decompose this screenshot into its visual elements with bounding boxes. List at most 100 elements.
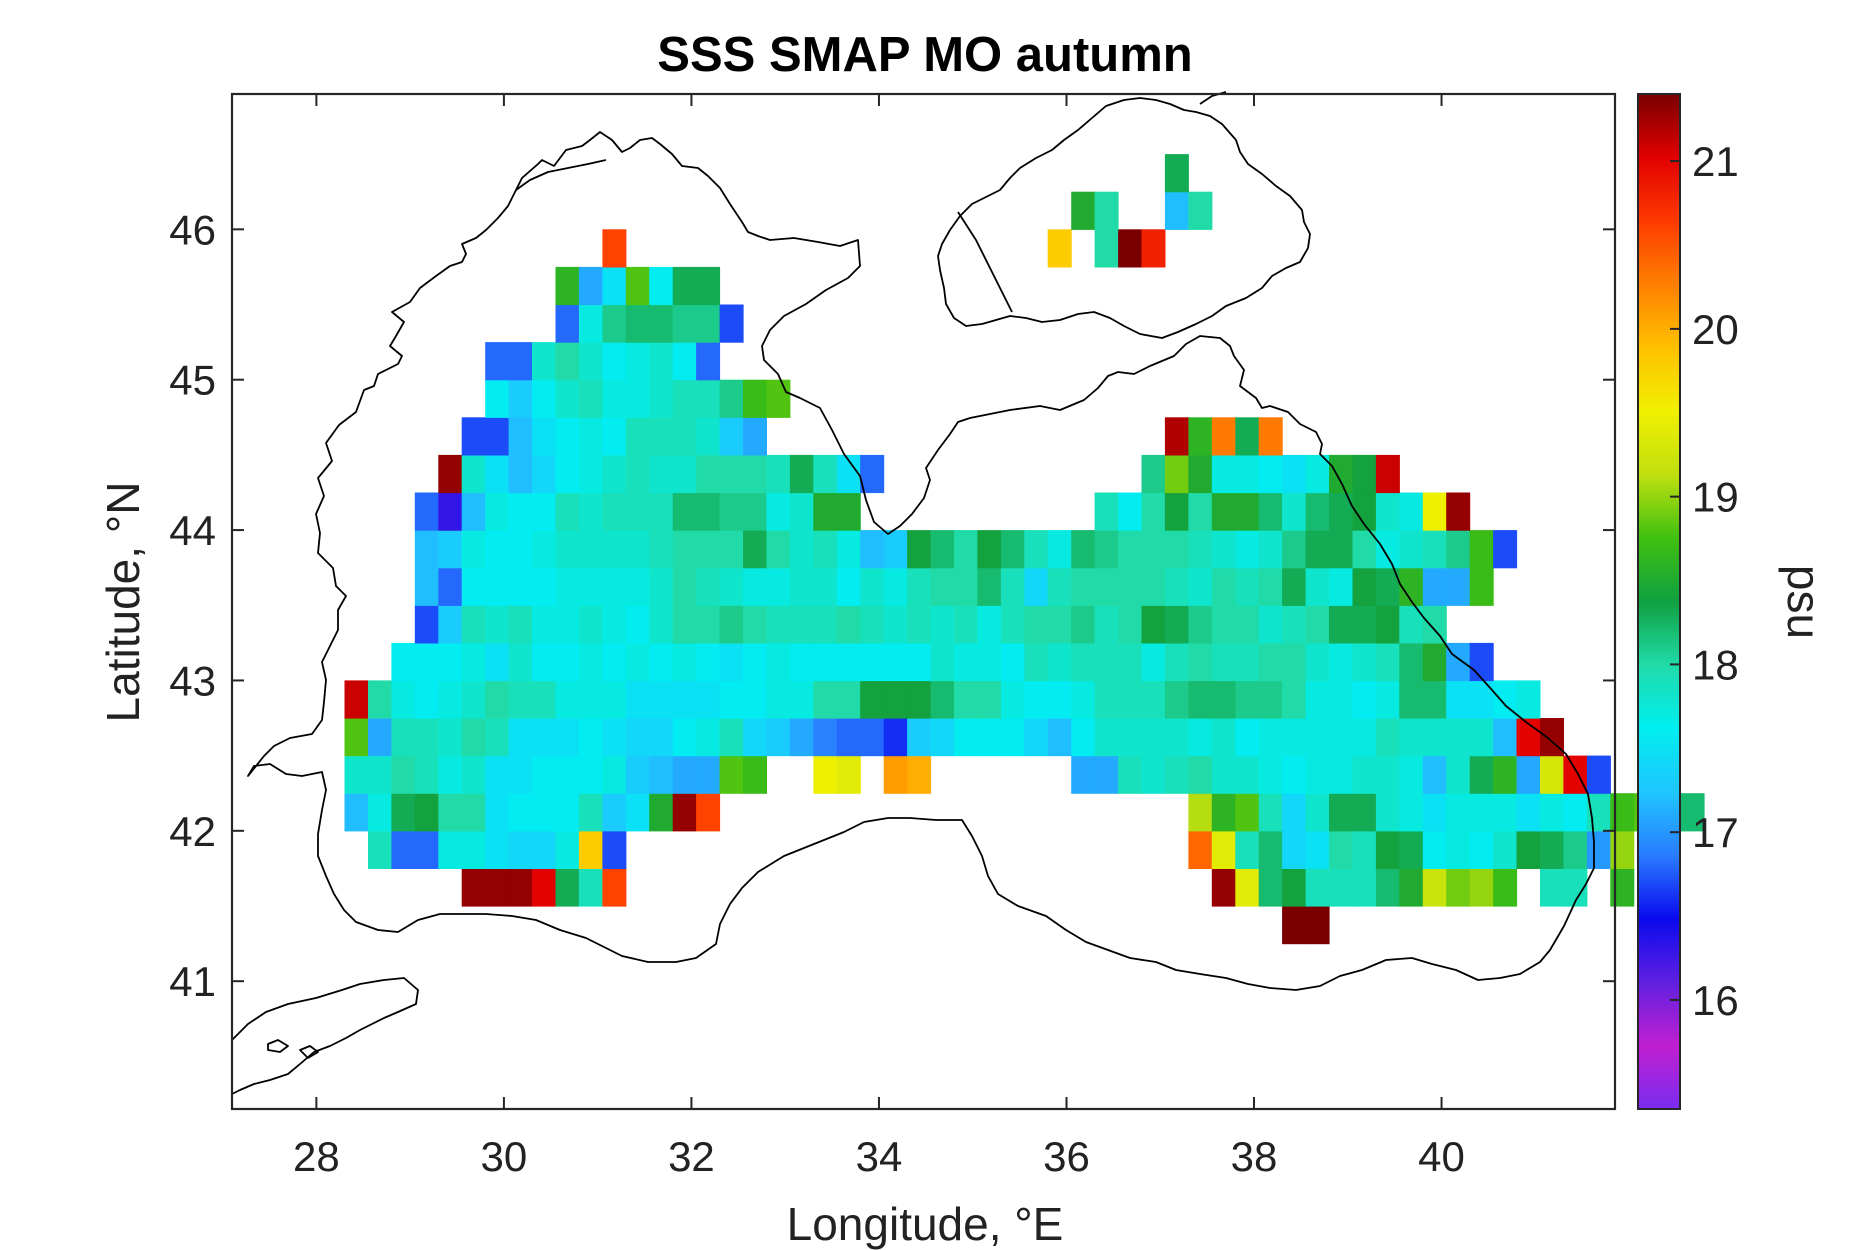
salinity-cell (391, 680, 416, 719)
salinity-cell (696, 567, 721, 606)
salinity-cell (696, 642, 721, 682)
salinity-cell (1141, 680, 1166, 719)
salinity-cell (1329, 718, 1353, 757)
salinity-cell (696, 718, 721, 757)
salinity-cell (1235, 680, 1260, 719)
salinity-cell (461, 830, 486, 869)
salinity-cell (625, 680, 650, 719)
salinity-cell (1188, 530, 1213, 569)
salinity-cell (813, 530, 838, 569)
salinity-cell (766, 718, 791, 757)
salinity-cell (1305, 530, 1330, 569)
salinity-cell (1493, 718, 1518, 757)
x-tick-label: 40 (1418, 1133, 1465, 1180)
salinity-cell (602, 642, 627, 682)
salinity-cell (1118, 492, 1143, 531)
salinity-cell (555, 379, 580, 418)
salinity-cell (883, 755, 908, 794)
salinity-cell (1446, 868, 1471, 907)
salinity-cell (578, 718, 603, 757)
salinity-cell (532, 680, 556, 719)
x-axis: 28 30 32 34 36 38 40 (293, 94, 1465, 1180)
salinity-cell (813, 755, 838, 794)
salinity-cell (1282, 530, 1307, 569)
salinity-cell (578, 492, 603, 531)
salinity-cell (414, 830, 439, 869)
salinity-cell (719, 454, 744, 494)
salinity-cell (438, 530, 463, 569)
salinity-cell (1071, 530, 1096, 569)
salinity-cell (578, 680, 603, 719)
salinity-cell (1071, 605, 1096, 644)
salinity-cell (649, 793, 674, 832)
salinity-cell (1000, 567, 1025, 606)
salinity-cell (578, 530, 603, 569)
salinity-cell (954, 718, 978, 757)
salinity-cell (1071, 567, 1096, 606)
salinity-cell (438, 605, 463, 644)
salinity-cell (625, 755, 650, 794)
salinity-cell (672, 492, 697, 531)
salinity-cell (1164, 530, 1189, 569)
salinity-cell (438, 718, 463, 757)
salinity-cell (414, 680, 439, 719)
salinity-cell (1469, 868, 1494, 907)
salinity-cell (461, 605, 486, 644)
salinity-cell (1540, 718, 1564, 757)
salinity-cell (1188, 793, 1213, 832)
salinity-cell (391, 642, 416, 682)
salinity-cell (532, 492, 556, 531)
salinity-cell (1141, 530, 1166, 569)
salinity-cell (508, 454, 533, 494)
salinity-cell (1188, 642, 1213, 682)
salinity-cell (602, 417, 627, 456)
salinity-cell (1141, 567, 1166, 606)
salinity-cell (625, 492, 650, 531)
salinity-cell (1540, 793, 1564, 832)
salinity-cell (1071, 642, 1096, 682)
salinity-cell (602, 680, 627, 719)
salinity-cell (1211, 868, 1236, 907)
salinity-cell (1000, 605, 1025, 644)
salinity-cell (461, 492, 486, 531)
salinity-cell (1071, 755, 1096, 794)
salinity-cell (1258, 642, 1283, 682)
salinity-cell (860, 642, 885, 682)
salinity-cell (1422, 830, 1447, 869)
salinity-cell (508, 680, 533, 719)
salinity-cell (1375, 868, 1400, 907)
salinity-cell (696, 304, 721, 343)
salinity-cell (672, 379, 697, 418)
salinity-cell (766, 454, 791, 494)
salinity-cell (485, 868, 510, 907)
salinity-cell (391, 755, 416, 794)
salinity-cell (836, 530, 861, 569)
salinity-cell (649, 454, 674, 494)
black-sea-coastline (247, 131, 1595, 991)
salinity-cell (672, 793, 697, 832)
salinity-cell (414, 605, 439, 644)
salinity-cell (1047, 229, 1072, 268)
salinity-cell (860, 680, 885, 719)
colorbar: 16 17 18 19 20 21 (1637, 93, 1739, 1110)
salinity-cell (1258, 755, 1283, 794)
salinity-cell (1422, 868, 1447, 907)
salinity-cell (1164, 191, 1189, 230)
colorbar-tick-label: 17 (1692, 809, 1739, 856)
x-tick-label: 34 (856, 1133, 903, 1180)
azov-sea-coastline (937, 97, 1311, 339)
salinity-cell (1305, 830, 1330, 869)
salinity-cell (672, 567, 697, 606)
salinity-cell (1235, 417, 1260, 456)
salinity-cell (625, 642, 650, 682)
salinity-cell (1164, 454, 1189, 494)
salinity-cell (719, 642, 744, 682)
salinity-cell (1141, 642, 1166, 682)
salinity-cell (1375, 755, 1400, 794)
salinity-cell (1282, 492, 1307, 531)
salinity-cell (1516, 680, 1541, 719)
salinity-cell (1469, 718, 1494, 757)
salinity-cell (414, 755, 439, 794)
salinity-cell (1094, 567, 1119, 606)
salinity-cell (1399, 755, 1424, 794)
